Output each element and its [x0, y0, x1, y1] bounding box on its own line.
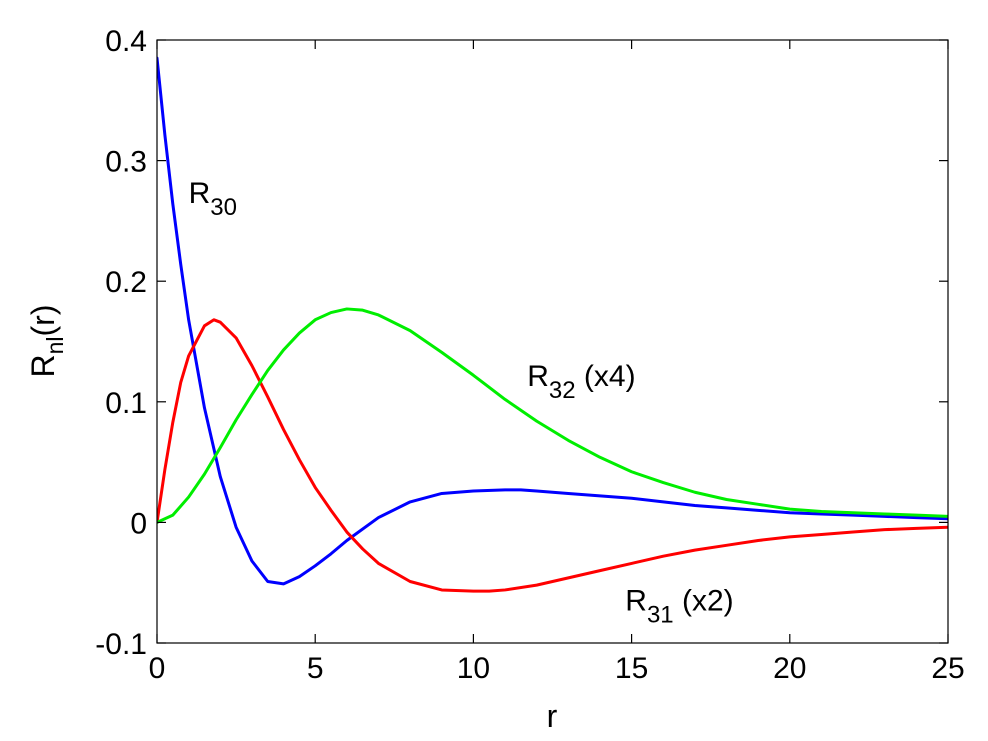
x-tick-label: 5: [307, 652, 324, 685]
x-tick-label: 15: [615, 652, 648, 685]
annotation-r30: R30: [189, 177, 237, 221]
y-axis-label-sub: nl: [42, 336, 68, 354]
y-axis-label-main: R: [25, 354, 61, 377]
y-tick-label: 0: [130, 507, 147, 540]
y-tick-label: 0.2: [105, 266, 147, 299]
x-tick-label: 20: [773, 652, 806, 685]
y-axis-label: Rnl(r): [25, 305, 68, 378]
annotation-r31: R31 (x2): [625, 584, 733, 628]
series-line-green: [157, 307, 948, 524]
x-tick-label: 25: [931, 652, 964, 685]
y-tick-label: 0.3: [105, 146, 147, 179]
labels: r Rnl(r): [25, 305, 558, 734]
plot-area: [157, 56, 948, 593]
plot-frame: [156, 39, 949, 644]
series-line-blue: [157, 56, 948, 586]
y-axis-label-suffix: (r): [25, 305, 61, 337]
x-tick-label: 10: [457, 652, 490, 685]
y-tick-label: -0.1: [95, 628, 147, 661]
y-tick-label: 0.4: [105, 25, 147, 58]
y-tick-label: 0.1: [105, 387, 147, 420]
annotation-r32: R32 (x4): [527, 360, 635, 404]
x-tick-label: 0: [149, 652, 166, 685]
series-line-red: [157, 318, 948, 593]
x-axis-label: r: [547, 698, 558, 734]
